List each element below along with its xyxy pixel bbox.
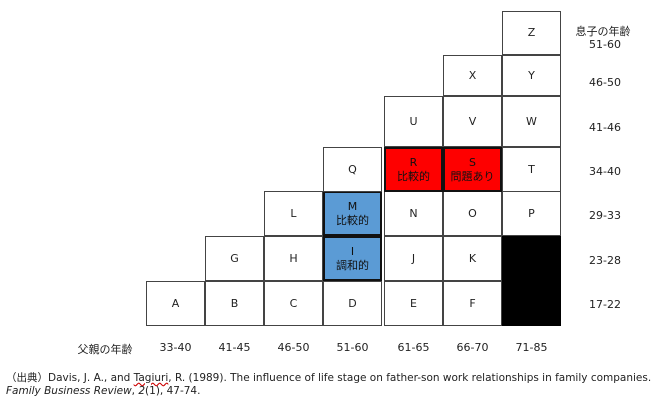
source-citation: （出典）Davis, J. A., and Tagiuri, R. (1989)… <box>6 372 652 397</box>
cell-letter: U <box>409 114 418 128</box>
source-prefix: （出典） <box>6 372 48 384</box>
source-journal: Family Business Review <box>6 385 132 397</box>
father-age-51-60: 51-60 <box>336 341 369 354</box>
source-volume: 2 <box>138 385 146 397</box>
cell-letter: W <box>526 114 537 128</box>
cell-t: T <box>502 147 561 192</box>
cell-m: M 比較的 <box>323 191 382 236</box>
father-age-66-70: 66-70 <box>456 341 489 354</box>
cell-letter: Z <box>527 26 536 39</box>
cell-r: R 比較的 <box>384 147 443 192</box>
son-age-29-33: 29-33 <box>589 209 621 222</box>
cell-annotation: 比較的 <box>336 213 369 227</box>
cell-letter: Y <box>528 68 535 82</box>
cell-q: Q <box>323 147 382 192</box>
cell-k: K <box>443 236 502 281</box>
cell-letter: N <box>409 206 418 220</box>
son-age-header: 息子の年齢 <box>575 25 631 38</box>
son-age-34-40: 34-40 <box>589 165 621 178</box>
cell-letter: C <box>289 296 298 310</box>
cell-letter: K <box>468 251 477 265</box>
cell-letter: R <box>409 155 418 169</box>
cell-g: G <box>205 236 264 281</box>
cell-letter: E <box>410 296 417 310</box>
cell-a: A <box>146 281 205 326</box>
cell-letter: P <box>528 206 535 220</box>
cell-letter: I <box>350 244 355 258</box>
cell-letter: M <box>347 199 358 213</box>
son-age-51-60: 51-60 <box>589 38 621 51</box>
shaded-block <box>502 236 561 326</box>
cell-letter: T <box>528 162 535 176</box>
cell-letter: G <box>230 251 239 265</box>
cell-s: S 問題あり <box>443 147 502 192</box>
son-age-46-50: 46-50 <box>589 76 621 89</box>
son-age-41-46: 41-46 <box>589 121 621 134</box>
cell-annotation: 比較的 <box>397 169 430 183</box>
cell-letter: Q <box>348 162 357 176</box>
cell-letter: V <box>468 114 477 128</box>
cell-letter: X <box>468 68 477 82</box>
cell-letter: S <box>469 155 476 169</box>
father-age-71-85: 71-85 <box>515 341 548 354</box>
cell-n: N <box>384 191 443 236</box>
cell-j: J <box>384 236 443 281</box>
cell-letter: L <box>290 206 297 220</box>
cell-b: B <box>205 281 264 326</box>
cell-w: W <box>502 96 561 147</box>
son-age-17-22: 17-22 <box>589 298 621 311</box>
cell-y: Y <box>502 55 561 96</box>
cell-letter: H <box>289 251 298 265</box>
source-title: , R. (1989). The influence of life stage… <box>168 372 652 384</box>
cell-p: P <box>502 191 561 236</box>
father-age-41-45: 41-45 <box>218 341 251 354</box>
cell-c: C <box>264 281 323 326</box>
cell-letter: F <box>469 296 476 310</box>
cell-annotation: 調和的 <box>336 258 369 272</box>
father-age-61-65: 61-65 <box>397 341 430 354</box>
source-authors: Davis, J. A., and <box>48 372 134 384</box>
son-age-23-28: 23-28 <box>589 254 621 267</box>
cell-letter: O <box>468 206 477 220</box>
cell-o: O <box>443 191 502 236</box>
cell-e: E <box>384 281 443 326</box>
cell-i: I 調和的 <box>323 236 382 281</box>
father-age-46-50: 46-50 <box>277 341 310 354</box>
cell-letter: J <box>411 251 416 265</box>
cell-letter: A <box>171 296 180 310</box>
cell-l: L <box>264 191 323 236</box>
cell-d: D <box>323 281 382 326</box>
cell-annotation: 問題あり <box>450 169 495 183</box>
source-issue-pages: (1), 47-74. <box>145 385 201 397</box>
cell-v: V <box>443 96 502 147</box>
cell-z: Z <box>502 11 561 55</box>
cell-f: F <box>443 281 502 326</box>
cell-x: X <box>443 55 502 96</box>
cell-letter: B <box>230 296 239 310</box>
source-author-tagiuri: Tagiuri <box>133 372 169 384</box>
father-age-33-40: 33-40 <box>159 341 192 354</box>
cell-h: H <box>264 236 323 281</box>
father-age-header: 父親の年齢 <box>77 343 133 356</box>
cell-u: U <box>384 96 443 147</box>
cell-letter: D <box>348 296 357 310</box>
